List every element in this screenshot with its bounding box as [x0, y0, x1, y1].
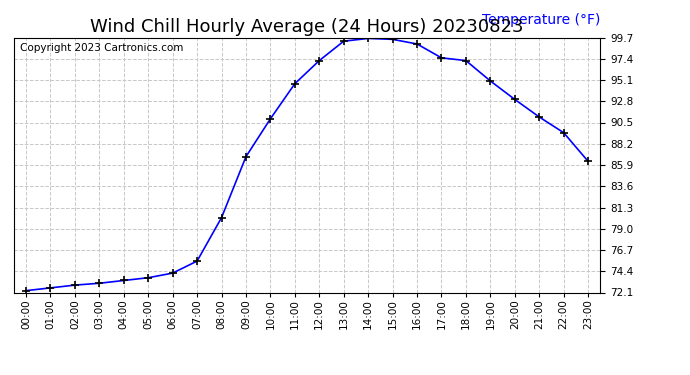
- Title: Wind Chill Hourly Average (24 Hours) 20230823: Wind Chill Hourly Average (24 Hours) 202…: [90, 18, 524, 36]
- Text: Temperature (°F): Temperature (°F): [482, 13, 600, 27]
- Text: Copyright 2023 Cartronics.com: Copyright 2023 Cartronics.com: [19, 43, 183, 52]
